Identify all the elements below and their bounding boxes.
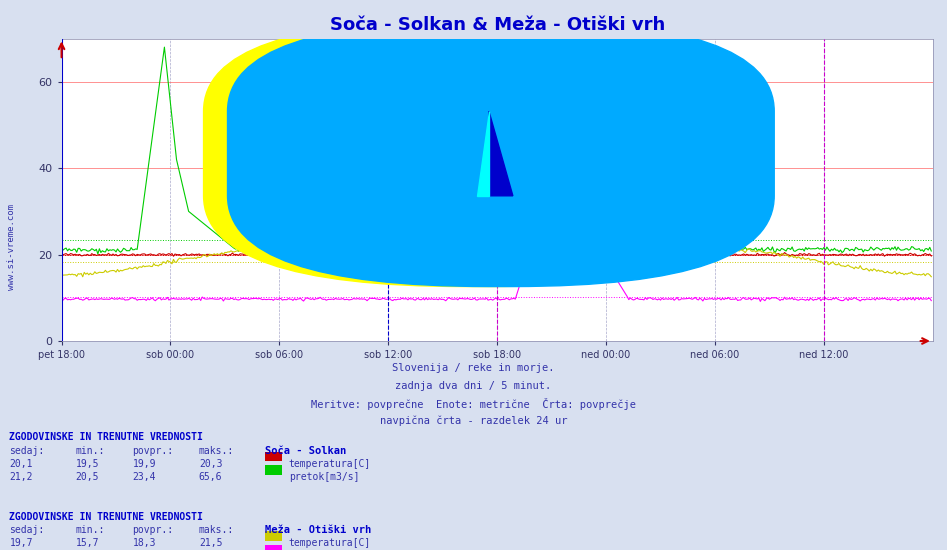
- Text: sedaj:: sedaj:: [9, 446, 45, 455]
- Text: ZGODOVINSKE IN TRENUTNE VREDNOSTI: ZGODOVINSKE IN TRENUTNE VREDNOSTI: [9, 432, 204, 442]
- Text: temperatura[C]: temperatura[C]: [289, 538, 371, 548]
- Text: www.si-vreme.com: www.si-vreme.com: [7, 205, 16, 290]
- Text: 23,4: 23,4: [133, 472, 156, 482]
- Text: maks.:: maks.:: [199, 525, 234, 535]
- Text: 19,7: 19,7: [9, 538, 33, 548]
- Text: povpr.:: povpr.:: [133, 446, 173, 455]
- Text: maks.:: maks.:: [199, 446, 234, 455]
- Text: zadnja dva dni / 5 minut.: zadnja dva dni / 5 minut.: [396, 381, 551, 390]
- Text: 15,7: 15,7: [76, 538, 99, 548]
- Text: 19,9: 19,9: [133, 459, 156, 469]
- Text: ZGODOVINSKE IN TRENUTNE VREDNOSTI: ZGODOVINSKE IN TRENUTNE VREDNOSTI: [9, 512, 204, 521]
- Text: 65,6: 65,6: [199, 472, 223, 482]
- Text: min.:: min.:: [76, 446, 105, 455]
- Text: Soča - Solkan: Soča - Solkan: [265, 446, 347, 455]
- Polygon shape: [489, 111, 513, 196]
- Text: min.:: min.:: [76, 525, 105, 535]
- Text: pretok[m3/s]: pretok[m3/s]: [289, 472, 359, 482]
- Text: Meritve: povprečne  Enote: metrične  Črta: povprečje: Meritve: povprečne Enote: metrične Črta:…: [311, 398, 636, 410]
- Text: 20,5: 20,5: [76, 472, 99, 482]
- Text: navpična črta - razdelek 24 ur: navpična črta - razdelek 24 ur: [380, 416, 567, 426]
- Text: 20,3: 20,3: [199, 459, 223, 469]
- Text: 18,3: 18,3: [133, 538, 156, 548]
- Text: 21,5: 21,5: [199, 538, 223, 548]
- Text: 20,1: 20,1: [9, 459, 33, 469]
- FancyBboxPatch shape: [204, 20, 750, 287]
- Polygon shape: [477, 111, 489, 196]
- Text: Meža - Otiški vrh: Meža - Otiški vrh: [265, 525, 371, 535]
- Text: povpr.:: povpr.:: [133, 525, 173, 535]
- FancyBboxPatch shape: [227, 20, 775, 287]
- Text: www.si-vreme.com: www.si-vreme.com: [290, 186, 705, 224]
- Text: 21,2: 21,2: [9, 472, 33, 482]
- Text: sedaj:: sedaj:: [9, 525, 45, 535]
- Text: 19,5: 19,5: [76, 459, 99, 469]
- Text: Slovenija / reke in morje.: Slovenija / reke in morje.: [392, 363, 555, 373]
- Title: Soča - Solkan & Meža - Otiški vrh: Soča - Solkan & Meža - Otiški vrh: [330, 16, 665, 34]
- Text: temperatura[C]: temperatura[C]: [289, 459, 371, 469]
